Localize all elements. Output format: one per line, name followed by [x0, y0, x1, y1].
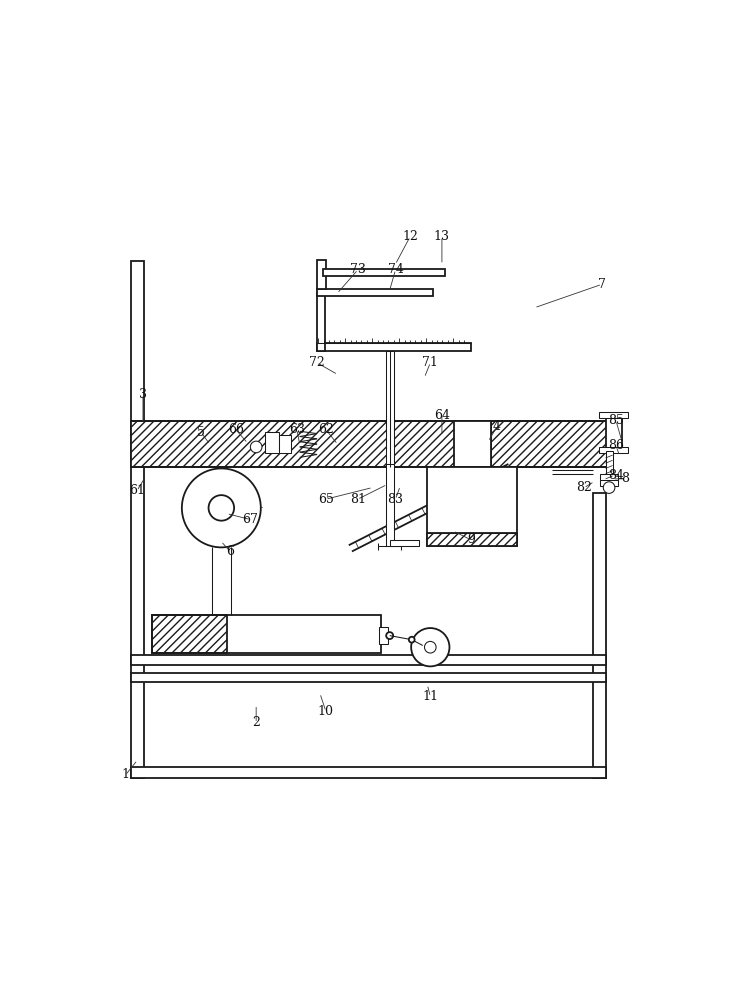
Text: 8: 8 [621, 472, 628, 485]
Circle shape [182, 468, 261, 547]
Text: 13: 13 [434, 230, 450, 243]
Bar [592, 493, 606, 778]
Text: 4: 4 [493, 420, 501, 433]
Bar [428, 533, 518, 546]
Bar [598, 412, 628, 418]
Bar [453, 421, 491, 467]
Text: 1: 1 [121, 768, 130, 781]
Bar [428, 467, 518, 546]
Text: 85: 85 [608, 414, 624, 427]
Bar [598, 447, 628, 453]
Bar [606, 451, 613, 479]
Bar [601, 479, 618, 486]
Text: 74: 74 [387, 263, 404, 276]
Bar [131, 655, 606, 665]
Text: 73: 73 [350, 263, 366, 276]
Bar [606, 415, 622, 453]
Bar [491, 421, 607, 467]
Text: 84: 84 [608, 469, 624, 482]
Bar [317, 289, 433, 296]
Bar [379, 627, 388, 644]
Text: 63: 63 [289, 423, 305, 436]
Circle shape [411, 628, 449, 666]
Bar [601, 474, 618, 480]
Text: 62: 62 [318, 423, 334, 436]
Text: 67: 67 [243, 513, 258, 526]
Text: 81: 81 [350, 493, 366, 506]
Text: 61: 61 [129, 484, 145, 497]
Circle shape [425, 641, 436, 653]
Circle shape [208, 495, 234, 521]
Text: 9: 9 [467, 533, 475, 546]
Text: 6: 6 [226, 545, 234, 558]
Bar [265, 432, 279, 453]
Bar [317, 293, 325, 351]
Bar [386, 351, 394, 467]
Text: 10: 10 [318, 705, 334, 718]
Bar [453, 421, 491, 467]
Text: 82: 82 [576, 481, 592, 494]
Bar [389, 540, 419, 546]
Bar [386, 464, 394, 546]
Bar [131, 673, 606, 682]
Text: 64: 64 [434, 409, 450, 422]
Text: 72: 72 [309, 356, 325, 369]
Text: 86: 86 [608, 439, 624, 452]
Bar [151, 615, 381, 653]
Text: 12: 12 [402, 230, 418, 243]
Bar [131, 261, 144, 778]
Circle shape [409, 637, 415, 643]
Text: 11: 11 [422, 690, 438, 703]
Text: 2: 2 [252, 716, 260, 729]
Bar [317, 260, 327, 289]
Text: 5: 5 [197, 426, 205, 439]
Circle shape [603, 482, 615, 493]
Bar [131, 767, 606, 778]
Text: 71: 71 [422, 356, 438, 369]
Bar [323, 269, 445, 276]
Bar [131, 421, 491, 467]
Text: 7: 7 [598, 278, 605, 291]
Text: 66: 66 [228, 423, 244, 436]
Text: 83: 83 [387, 493, 404, 506]
Bar [151, 615, 227, 653]
Circle shape [386, 632, 393, 639]
Circle shape [250, 441, 262, 453]
Bar [317, 343, 471, 351]
Text: 65: 65 [318, 493, 334, 506]
Text: 3: 3 [139, 388, 147, 401]
Bar [491, 421, 607, 467]
Bar [279, 435, 291, 453]
